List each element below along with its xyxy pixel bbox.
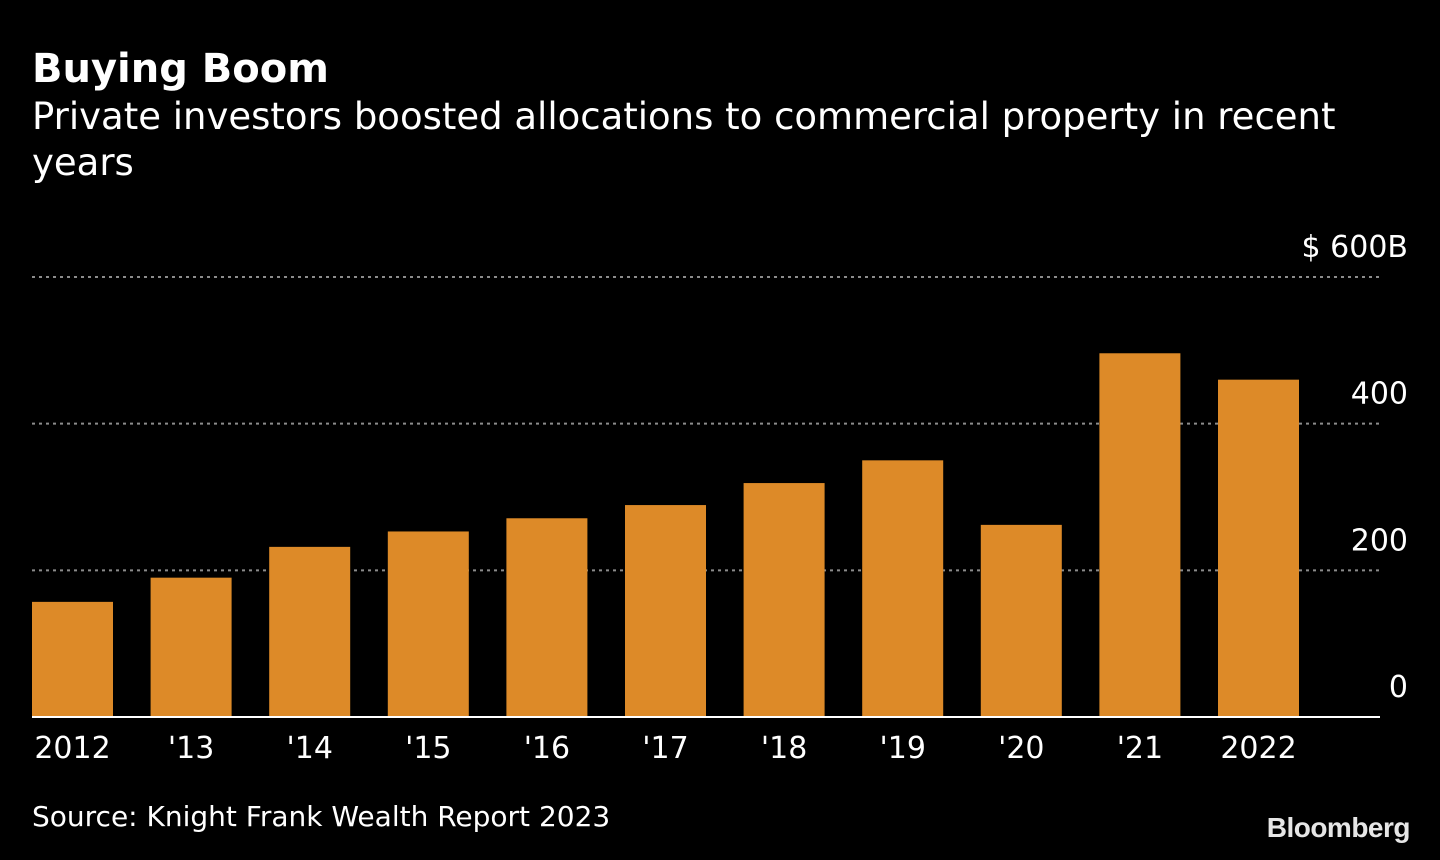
bar [150,577,232,717]
chart-title: Buying Boom [32,46,329,92]
x-tick-label: '17 [642,731,688,766]
bar [506,518,588,717]
axes: 0 200 400 $ 600B 2012 '13 '14 '15 '16 '17 '18 '19 '2… [32,230,1408,766]
chart-subtitle: Private investors boosted allocations to… [32,95,1336,184]
x-tick-label: '21 [1117,731,1163,766]
x-tick-label: '20 [998,731,1044,766]
bar [269,546,351,717]
bars [32,353,1299,717]
bar [387,531,469,717]
bar [1099,353,1181,717]
bar [743,483,825,717]
x-tick-label: 2022 [1220,731,1296,766]
x-tick-label: '19 [879,731,925,766]
x-tick-label: '16 [524,731,570,766]
x-tick-label: '15 [405,731,451,766]
source-note: Source: Knight Frank Wealth Report 2023 [32,800,611,833]
bloomberg-logo: Bloomberg [1266,812,1411,843]
y-tick-label: 400 [1351,377,1408,412]
x-tick-label: 2012 [34,731,110,766]
bar-chart: 0 200 400 $ 600B 2012 '13 '14 '15 '16 '17 '18 '19 '2… [32,230,1408,766]
x-tick-label: '14 [286,731,332,766]
bar [1218,379,1299,717]
bar [862,460,944,717]
x-tick-label: '13 [168,731,214,766]
bar [32,601,113,717]
x-tick-label: '18 [761,731,807,766]
y-tick-label: 0 [1389,670,1408,705]
y-tick-label: 200 [1351,523,1408,558]
bar [625,505,706,717]
bar [980,524,1062,717]
y-tick-label: $ 600B [1302,230,1408,265]
